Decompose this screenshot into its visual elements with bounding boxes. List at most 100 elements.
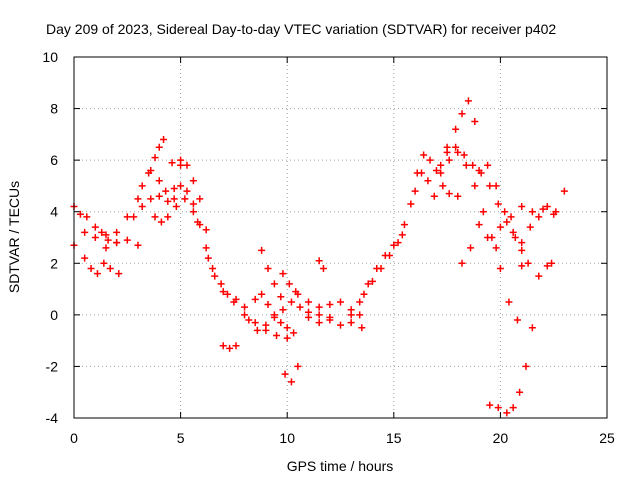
- data-point: [134, 195, 142, 203]
- data-point: [170, 195, 178, 203]
- data-point: [183, 187, 191, 195]
- data-point: [437, 161, 445, 169]
- plot-frame: [73, 56, 608, 419]
- data-point: [475, 166, 483, 174]
- axis-ticks: [73, 56, 608, 419]
- data-point: [486, 182, 494, 190]
- data-point: [189, 177, 197, 185]
- y-tick-label: 4: [50, 204, 58, 220]
- data-point: [503, 409, 511, 417]
- data-point: [418, 169, 426, 177]
- data-point: [151, 213, 159, 221]
- data-point: [196, 195, 204, 203]
- data-point: [518, 203, 526, 211]
- data-point: [230, 298, 238, 306]
- data-point: [518, 246, 526, 254]
- data-point: [479, 208, 487, 216]
- data-point: [364, 280, 372, 288]
- data-point: [270, 311, 278, 319]
- data-point: [420, 151, 428, 159]
- data-point: [518, 262, 526, 270]
- data-point: [452, 125, 460, 133]
- data-point: [337, 321, 344, 329]
- y-tick-label: -2: [46, 358, 59, 374]
- data-point: [83, 213, 91, 221]
- data-point: [115, 270, 123, 278]
- data-point: [452, 143, 460, 151]
- grid: [74, 57, 607, 418]
- data-point: [155, 192, 163, 200]
- data-point: [262, 321, 270, 329]
- data-point: [507, 213, 515, 221]
- data-point: [104, 236, 112, 244]
- x-axis-label: GPS time / hours: [287, 458, 394, 474]
- data-point: [113, 228, 121, 236]
- data-point: [202, 226, 210, 234]
- tick-labels: 0 5 10 15 20 25 -4 -2 0 2 4 6 8 10: [42, 49, 615, 446]
- data-point: [138, 203, 146, 211]
- data-point: [283, 334, 291, 342]
- data-point: [513, 316, 521, 324]
- data-point: [394, 239, 402, 247]
- data-point: [550, 210, 558, 218]
- data-point: [511, 234, 519, 241]
- data-point: [458, 110, 466, 118]
- x-tick-label: 10: [279, 430, 295, 446]
- data-point: [390, 241, 398, 249]
- data-point: [539, 205, 547, 213]
- data-point: [296, 303, 304, 311]
- y-tick-label: 0: [50, 307, 58, 323]
- data-point: [217, 280, 225, 288]
- data-point: [424, 177, 432, 185]
- data-point: [492, 244, 500, 252]
- data-point: [467, 244, 475, 252]
- data-point: [360, 290, 368, 298]
- data-point: [285, 280, 293, 288]
- data-point: [160, 136, 168, 144]
- data-point: [501, 208, 509, 216]
- y-tick-label: 8: [50, 101, 58, 117]
- data-point: [168, 159, 176, 167]
- data-point: [503, 218, 511, 226]
- data-point: [172, 203, 180, 211]
- data-point: [264, 264, 272, 272]
- data-point: [516, 388, 524, 396]
- data-point: [123, 236, 131, 244]
- data-point: [543, 203, 551, 211]
- data-point: [443, 148, 451, 156]
- data-point: [305, 313, 313, 321]
- data-point: [471, 117, 479, 125]
- data-point: [445, 156, 453, 164]
- data-point: [273, 331, 281, 339]
- data-point: [81, 254, 89, 262]
- data-point: [100, 259, 108, 267]
- data-point: [305, 298, 313, 306]
- data-point: [407, 200, 415, 208]
- data-point: [496, 264, 504, 272]
- data-point: [439, 182, 447, 190]
- data-point: [437, 169, 445, 177]
- data-point: [496, 223, 504, 231]
- data-point: [183, 161, 191, 169]
- data-point: [535, 272, 543, 280]
- data-point: [347, 311, 355, 319]
- data-point: [170, 185, 178, 193]
- data-point: [211, 272, 219, 280]
- data-point: [315, 319, 323, 327]
- data-point: [358, 324, 366, 332]
- data-point: [76, 210, 84, 218]
- data-point: [219, 342, 227, 350]
- data-point: [522, 362, 530, 370]
- data-point: [445, 190, 453, 198]
- data-point: [87, 264, 95, 272]
- data-point: [494, 200, 502, 208]
- data-point: [251, 319, 259, 327]
- data-point: [526, 223, 534, 231]
- data-point: [102, 244, 110, 252]
- data-point: [91, 234, 99, 241]
- data-point: [138, 182, 146, 190]
- data-point: [219, 288, 227, 296]
- data-point: [204, 254, 212, 262]
- data-point: [264, 301, 272, 309]
